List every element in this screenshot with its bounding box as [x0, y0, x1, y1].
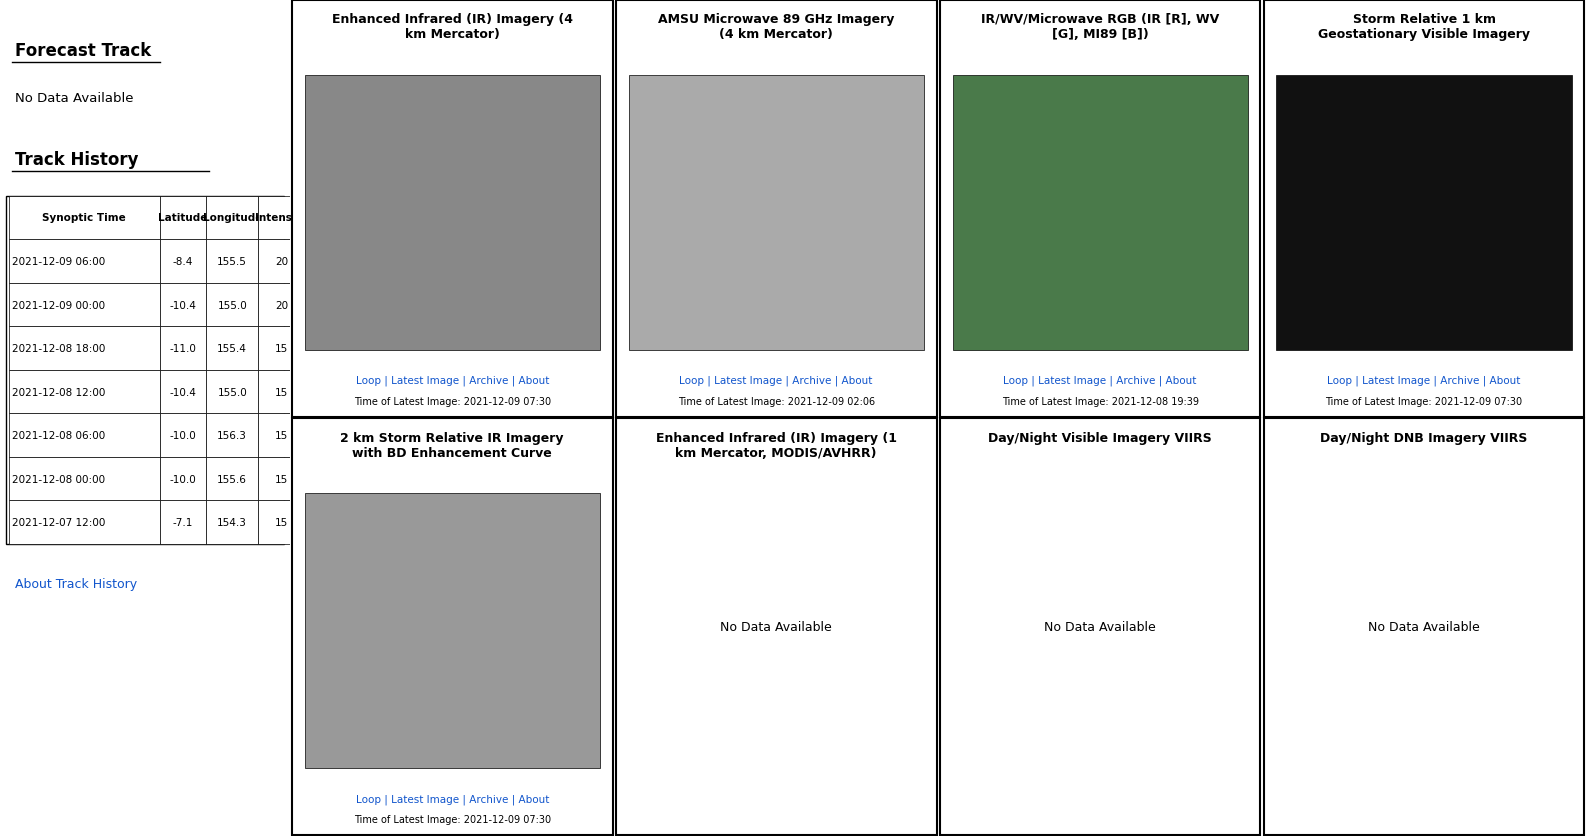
- Text: Track History: Track History: [14, 150, 138, 169]
- Bar: [206, 196, 259, 240]
- Text: Loop | Latest Image | Archive | About: Loop | Latest Image | Archive | About: [355, 793, 549, 804]
- Text: 15: 15: [274, 474, 289, 484]
- Bar: [160, 414, 206, 457]
- Text: 155.5: 155.5: [217, 257, 247, 267]
- Text: -10.4: -10.4: [170, 387, 197, 397]
- Bar: [305, 494, 600, 768]
- Text: -10.0: -10.0: [170, 431, 197, 441]
- Text: 2021-12-09 06:00: 2021-12-09 06:00: [11, 257, 105, 267]
- Text: Enhanced Infrared (IR) Imagery (4
km Mercator): Enhanced Infrared (IR) Imagery (4 km Mer…: [331, 13, 573, 41]
- Bar: [160, 240, 206, 283]
- Text: -7.1: -7.1: [173, 517, 193, 528]
- Text: 155.6: 155.6: [217, 474, 247, 484]
- Text: -10.0: -10.0: [170, 474, 197, 484]
- Bar: [6, 196, 284, 544]
- Text: Loop | Latest Image | Archive | About: Loop | Latest Image | Archive | About: [1004, 375, 1197, 386]
- Bar: [259, 370, 305, 414]
- Text: 2021-12-08 06:00: 2021-12-08 06:00: [11, 431, 105, 441]
- Text: 155.4: 155.4: [217, 344, 247, 354]
- Bar: [160, 457, 206, 501]
- Bar: [160, 501, 206, 544]
- Bar: [206, 370, 259, 414]
- Text: 154.3: 154.3: [217, 517, 247, 528]
- Bar: [160, 196, 206, 240]
- Bar: [8, 240, 160, 283]
- Text: About Track History: About Track History: [14, 578, 136, 591]
- Bar: [259, 501, 305, 544]
- Bar: [8, 283, 160, 327]
- Text: IR/WV/Microwave RGB (IR [R], WV
[G], MI89 [B]): IR/WV/Microwave RGB (IR [R], WV [G], MI8…: [982, 13, 1220, 41]
- Text: Time of Latest Image: 2021-12-09 07:30: Time of Latest Image: 2021-12-09 07:30: [354, 814, 550, 824]
- Text: 2021-12-08 18:00: 2021-12-08 18:00: [11, 344, 105, 354]
- Bar: [8, 196, 160, 240]
- Text: -8.4: -8.4: [173, 257, 193, 267]
- Text: 20: 20: [274, 257, 289, 267]
- Text: 2021-12-08 00:00: 2021-12-08 00:00: [11, 474, 105, 484]
- Text: AMSU Microwave 89 GHz Imagery
(4 km Mercator): AMSU Microwave 89 GHz Imagery (4 km Merc…: [658, 13, 895, 41]
- Text: 15: 15: [274, 344, 289, 354]
- Text: 156.3: 156.3: [217, 431, 247, 441]
- Text: 2 km Storm Relative IR Imagery
with BD Enhancement Curve: 2 km Storm Relative IR Imagery with BD E…: [341, 431, 565, 459]
- Text: Forecast Track: Forecast Track: [14, 42, 151, 60]
- Text: Loop | Latest Image | Archive | About: Loop | Latest Image | Archive | About: [355, 375, 549, 386]
- Text: No Data Available: No Data Available: [14, 92, 133, 105]
- Text: Storm Relative 1 km
Geostationary Visible Imagery: Storm Relative 1 km Geostationary Visibl…: [1318, 13, 1530, 41]
- Bar: [206, 414, 259, 457]
- Text: Latitude: Latitude: [159, 213, 208, 223]
- Text: No Data Available: No Data Available: [1044, 620, 1156, 634]
- Bar: [8, 327, 160, 370]
- Bar: [8, 414, 160, 457]
- Text: Synoptic Time: Synoptic Time: [43, 213, 125, 223]
- Text: Intensity: Intensity: [255, 213, 308, 223]
- Text: Time of Latest Image: 2021-12-09 07:30: Time of Latest Image: 2021-12-09 07:30: [354, 396, 550, 406]
- Text: 2021-12-09 00:00: 2021-12-09 00:00: [11, 300, 105, 310]
- Text: 15: 15: [274, 431, 289, 441]
- Bar: [160, 370, 206, 414]
- Text: Day/Night Visible Imagery VIIRS: Day/Night Visible Imagery VIIRS: [988, 431, 1212, 444]
- Bar: [8, 457, 160, 501]
- Text: Day/Night DNB Imagery VIIRS: Day/Night DNB Imagery VIIRS: [1320, 431, 1527, 444]
- Bar: [305, 76, 600, 350]
- Text: Loop | Latest Image | Archive | About: Loop | Latest Image | Archive | About: [1327, 375, 1521, 386]
- Bar: [206, 457, 259, 501]
- Text: 155.0: 155.0: [217, 300, 247, 310]
- Bar: [206, 327, 259, 370]
- Bar: [206, 283, 259, 327]
- Text: Time of Latest Image: 2021-12-08 19:39: Time of Latest Image: 2021-12-08 19:39: [1002, 396, 1199, 406]
- Bar: [259, 457, 305, 501]
- Bar: [8, 370, 160, 414]
- Bar: [1277, 76, 1572, 350]
- Bar: [259, 414, 305, 457]
- Text: 15: 15: [274, 517, 289, 528]
- Bar: [206, 501, 259, 544]
- Text: -10.4: -10.4: [170, 300, 197, 310]
- Text: Loop | Latest Image | Archive | About: Loop | Latest Image | Archive | About: [679, 375, 872, 386]
- Bar: [8, 501, 160, 544]
- Text: Time of Latest Image: 2021-12-09 07:30: Time of Latest Image: 2021-12-09 07:30: [1326, 396, 1523, 406]
- Text: 2021-12-08 12:00: 2021-12-08 12:00: [11, 387, 105, 397]
- Text: 2021-12-07 12:00: 2021-12-07 12:00: [11, 517, 105, 528]
- Bar: [206, 240, 259, 283]
- Bar: [259, 327, 305, 370]
- Text: No Data Available: No Data Available: [720, 620, 833, 634]
- Text: No Data Available: No Data Available: [1369, 620, 1480, 634]
- Text: 15: 15: [274, 387, 289, 397]
- Bar: [259, 240, 305, 283]
- Bar: [628, 76, 923, 350]
- Text: 20: 20: [274, 300, 289, 310]
- Text: -11.0: -11.0: [170, 344, 197, 354]
- Text: 155.0: 155.0: [217, 387, 247, 397]
- Text: Time of Latest Image: 2021-12-09 02:06: Time of Latest Image: 2021-12-09 02:06: [677, 396, 875, 406]
- Bar: [160, 327, 206, 370]
- Text: Longitude: Longitude: [203, 213, 262, 223]
- Bar: [259, 283, 305, 327]
- Bar: [160, 283, 206, 327]
- Bar: [259, 196, 305, 240]
- Bar: [953, 76, 1248, 350]
- Text: Enhanced Infrared (IR) Imagery (1
km Mercator, MODIS/AVHRR): Enhanced Infrared (IR) Imagery (1 km Mer…: [655, 431, 896, 459]
